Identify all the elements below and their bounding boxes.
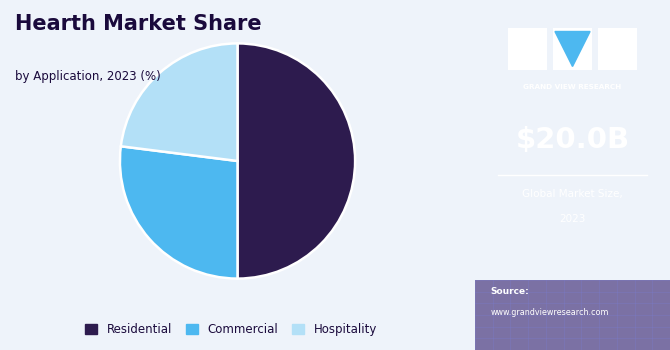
Polygon shape [555,32,590,66]
Wedge shape [121,43,238,161]
Wedge shape [120,146,237,279]
Text: GRAND VIEW RESEARCH: GRAND VIEW RESEARCH [523,84,622,90]
Legend: Residential, Commercial, Hospitality: Residential, Commercial, Hospitality [80,318,382,341]
Wedge shape [237,43,355,279]
Text: Global Market Size,: Global Market Size, [522,189,623,199]
Text: $20.0B: $20.0B [515,126,630,154]
Text: 2023: 2023 [559,214,586,224]
Text: Source:: Source: [490,287,529,296]
Text: by Application, 2023 (%): by Application, 2023 (%) [15,70,161,83]
Text: Hearth Market Share: Hearth Market Share [15,14,261,34]
Bar [598,28,637,70]
Bar [475,280,670,350]
Bar [553,28,592,70]
Bar [508,28,547,70]
Text: www.grandviewresearch.com: www.grandviewresearch.com [490,308,609,317]
